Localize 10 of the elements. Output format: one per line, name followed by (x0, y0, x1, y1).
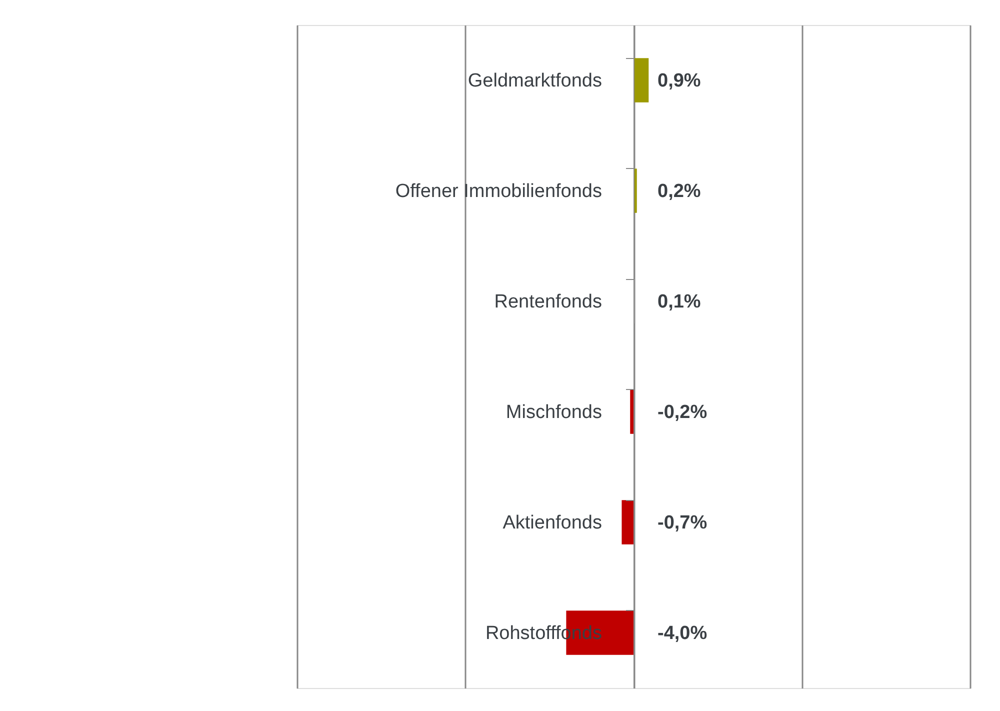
y-tick-label: Geldmarktfonds (468, 70, 602, 92)
y-tick-label: Mischfonds (506, 402, 602, 423)
data-label: -0,7% (658, 512, 708, 534)
data-label: -4,0% (658, 622, 708, 644)
data-label: 0,2% (658, 180, 701, 202)
y-tick-label: Rentenfonds (494, 291, 602, 312)
data-label: 0,1% (658, 291, 701, 312)
y-tick-label: Aktienfonds (502, 512, 602, 534)
data-label: -0,2% (658, 402, 708, 423)
data-label: 0,9% (658, 70, 701, 92)
